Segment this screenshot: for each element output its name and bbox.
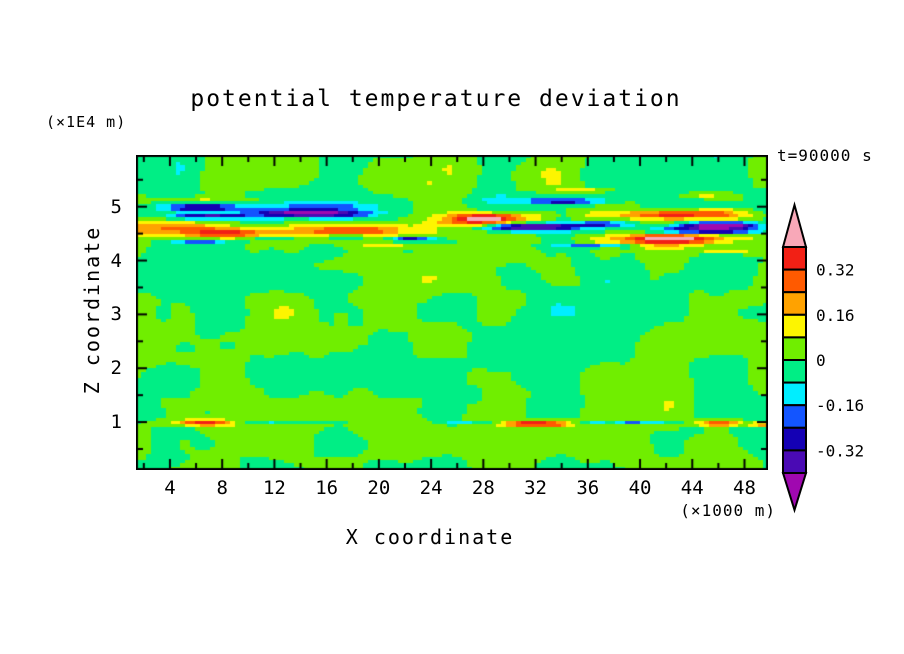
x-tick-label: 32 [524,477,548,499]
y-axis-units-label: (×1E4 m) [46,113,127,131]
colorbar-box [782,359,807,384]
colorbar-box [782,313,807,339]
x-tick-label: 40 [628,477,652,499]
colorbar-bottom-arrow [781,472,808,514]
x-axis-units-label: (×1000 m) [680,501,776,520]
colorbar-box [782,404,807,429]
x-tick-label: 28 [471,477,495,499]
colorbar-tick-label: 0.32 [816,261,855,280]
colorbar-top-arrow [781,201,808,248]
x-tick-label: 44 [680,477,704,499]
colorbar-tick-label: 0.16 [816,306,855,325]
z-tick-label: 1 [110,411,122,434]
x-tick-label: 16 [315,477,339,499]
colorbar-box [782,291,807,316]
colorbar: 0.32 0.16 0 -0.16 -0.32 [781,201,864,514]
x-tick-label: 4 [164,477,176,499]
x-tick-label: 12 [262,477,286,499]
colorbar-box [782,246,807,271]
colorbar-box [782,426,807,452]
colorbar-tick-label: -0.16 [816,396,864,415]
z-tick-label: 2 [110,357,122,380]
time-annotation: t=90000 s [777,146,873,165]
x-tick-label: 24 [419,477,443,499]
z-tick-label: 4 [110,249,122,272]
colorbar-tick-label: 0 [816,351,826,370]
x-tick-label: 20 [367,477,391,499]
colorbar-box [782,268,807,294]
colorbar-box [782,381,807,407]
x-tick-label: 48 [733,477,756,499]
contour-field-canvas [136,155,768,470]
chart-title: potential temperature deviation [190,86,682,112]
x-tick-label: 8 [216,477,228,499]
x-axis-title: X coordinate [345,525,515,549]
plot-area [136,155,768,470]
z-tick-label: 3 [110,303,122,326]
x-tick-label: 36 [576,477,600,499]
z-tick-label: 5 [110,195,122,218]
colorbar-box [782,336,807,361]
colorbar-box [782,449,807,474]
colorbar-tick-label: -0.32 [816,441,864,460]
